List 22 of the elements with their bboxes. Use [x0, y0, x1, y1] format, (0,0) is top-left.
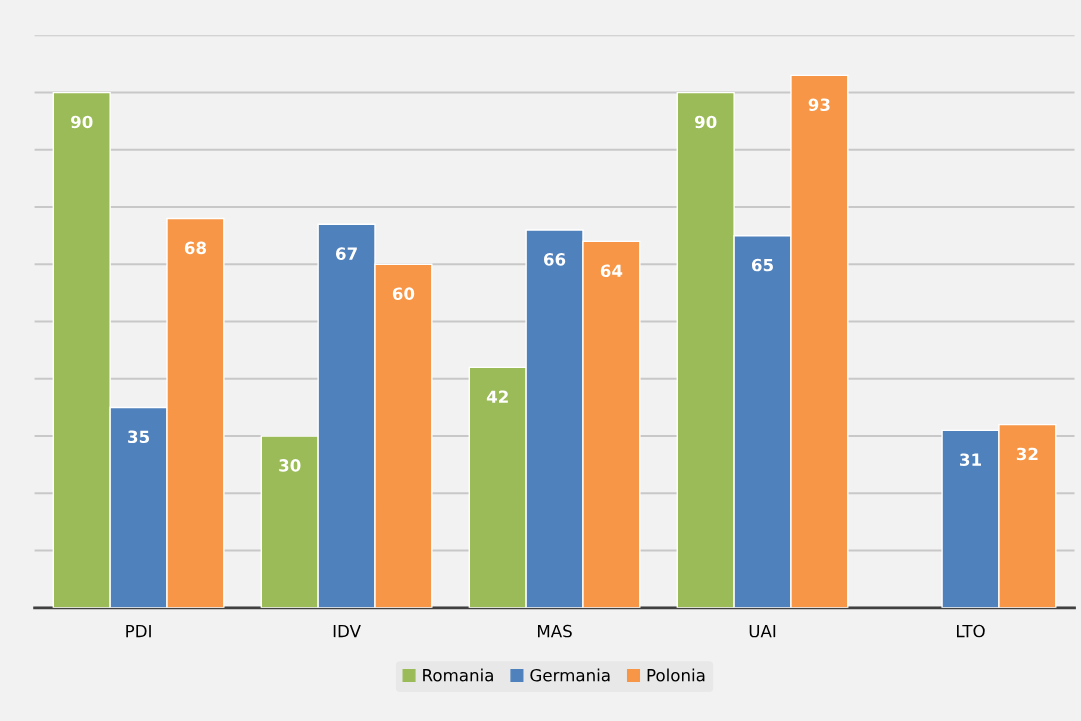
data-label: 64	[600, 264, 623, 278]
data-label: 32	[1016, 447, 1038, 461]
data-label: 90	[71, 115, 93, 129]
data-label: 90	[694, 115, 717, 129]
data-label: 66	[543, 253, 566, 266]
data-label: 31	[960, 453, 981, 466]
data-label: 68	[184, 241, 206, 255]
data-label: 93	[808, 98, 830, 112]
data-label: 67	[336, 247, 357, 260]
x-tick-label: UAI	[749, 624, 776, 638]
data-label: 35	[128, 430, 150, 444]
data-label: 30	[279, 459, 301, 472]
legend-label: Romania	[423, 668, 493, 682]
legend-label: Germania	[530, 668, 610, 682]
legend-label: Polonia	[647, 668, 705, 682]
x-tick-label: IDV	[333, 624, 361, 638]
data-label: 65	[751, 258, 773, 272]
data-label: 60	[392, 287, 415, 300]
x-tick-label: LTO	[957, 624, 985, 638]
x-tick-label: PDI	[126, 624, 151, 638]
x-tick-label: MAS	[538, 624, 572, 638]
data-label: 42	[486, 390, 508, 403]
